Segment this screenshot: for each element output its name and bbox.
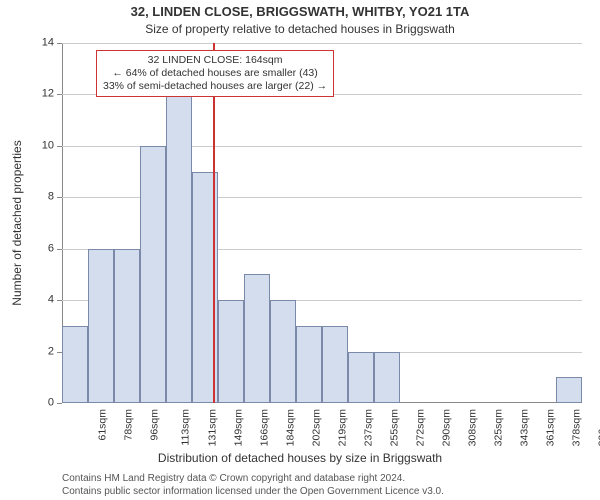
x-tick-label: 255sqm (389, 409, 400, 446)
histogram-bar (348, 352, 374, 403)
x-tick-label: 237sqm (363, 409, 374, 446)
x-tick-label: 325sqm (493, 409, 504, 446)
plot-area: 0246810121461sqm78sqm96sqm113sqm131sqm14… (62, 43, 582, 403)
grid-line (62, 43, 582, 44)
footnote-1: Contains HM Land Registry data © Crown c… (62, 473, 405, 484)
footnote-2: Contains public sector information licen… (62, 486, 444, 497)
histogram-bar (114, 249, 140, 403)
y-tick-mark (57, 249, 62, 250)
histogram-bar (88, 249, 114, 403)
x-tick-label: 78sqm (124, 409, 135, 441)
chart-title-sub: Size of property relative to detached ho… (0, 22, 600, 36)
annotation-box: 32 LINDEN CLOSE: 164sqm← 64% of detached… (96, 50, 334, 97)
annotation-line: 32 LINDEN CLOSE: 164sqm (103, 54, 327, 67)
y-axis-label: Number of detached properties (10, 58, 24, 223)
y-tick-mark (57, 300, 62, 301)
x-tick-label: 202sqm (311, 409, 322, 446)
chart-title-main: 32, LINDEN CLOSE, BRIGGSWATH, WHITBY, YO… (0, 4, 600, 19)
x-tick-label: 219sqm (337, 409, 348, 446)
histogram-bar (62, 326, 88, 403)
y-tick-mark (57, 146, 62, 147)
x-axis-label: Distribution of detached houses by size … (0, 451, 600, 465)
x-tick-label: 378sqm (571, 409, 582, 446)
x-tick-label: 290sqm (441, 409, 452, 446)
y-tick-mark (57, 43, 62, 44)
y-tick-mark (57, 94, 62, 95)
x-tick-label: 184sqm (285, 409, 296, 446)
histogram-bar (322, 326, 348, 403)
y-tick-mark (57, 197, 62, 198)
histogram-bar (218, 300, 244, 403)
x-tick-label: 96sqm (150, 409, 161, 441)
x-tick-label: 308sqm (467, 409, 478, 446)
histogram-bar (244, 274, 270, 403)
y-tick-mark (57, 403, 62, 404)
histogram-bar (270, 300, 296, 403)
annotation-line: 33% of semi-detached houses are larger (… (103, 80, 327, 93)
histogram-bar (556, 377, 582, 403)
histogram-bar (374, 352, 400, 403)
annotation-line: ← 64% of detached houses are smaller (43… (103, 67, 327, 80)
x-tick-label: 361sqm (545, 409, 556, 446)
x-tick-label: 113sqm (181, 409, 192, 446)
histogram-bar (140, 146, 166, 403)
x-tick-label: 61sqm (98, 409, 109, 441)
x-tick-label: 131sqm (207, 409, 218, 446)
histogram-bar (166, 94, 192, 403)
x-tick-label: 166sqm (259, 409, 270, 446)
x-tick-label: 343sqm (519, 409, 530, 446)
histogram-bar (296, 326, 322, 403)
x-tick-label: 272sqm (415, 409, 426, 446)
x-tick-label: 149sqm (233, 409, 244, 446)
